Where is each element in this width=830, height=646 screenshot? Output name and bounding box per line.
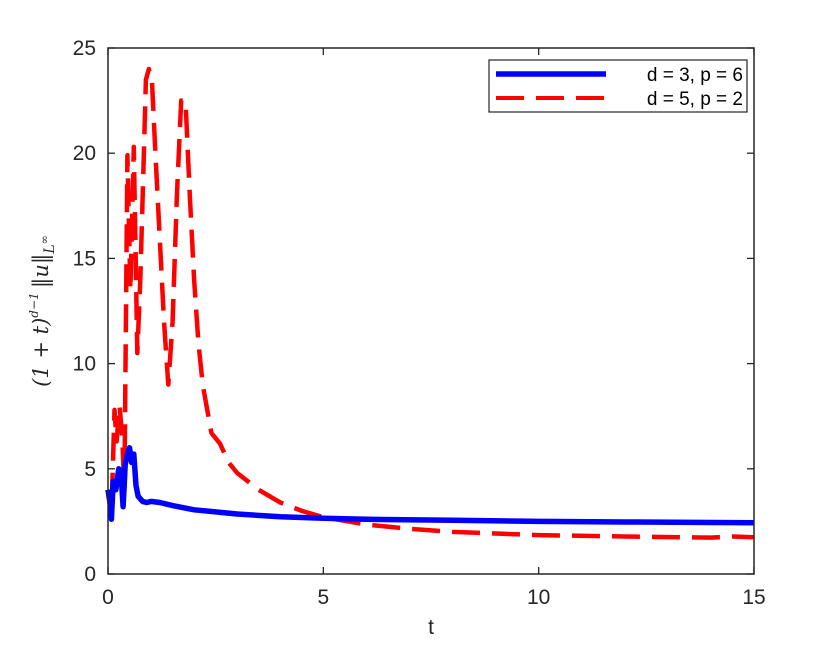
plot-area <box>108 48 754 574</box>
y-tick-label: 0 <box>84 563 96 586</box>
y-tick-label: 25 <box>73 37 96 60</box>
y-tick-label: 5 <box>84 458 96 481</box>
legend-label-1: d = 3, p = 6 <box>647 65 743 86</box>
legend-box <box>488 59 748 113</box>
x-tick-label: 0 <box>102 586 114 609</box>
legend-label-2: d = 5, p = 2 <box>647 89 743 110</box>
ticks-layer: 0 5 10 15 0 5 10 15 20 25 <box>73 37 766 609</box>
y-tick-label: 10 <box>73 353 96 376</box>
y-tick-label: 15 <box>73 247 96 270</box>
x-axis-label: t <box>428 616 434 639</box>
series-line-1 <box>105 445 755 526</box>
axes-box <box>107 47 755 575</box>
y-tick-label: 20 <box>73 142 96 165</box>
y-axis-label: (1 + t)d−1 ‖u‖L∞ <box>27 235 58 387</box>
x-tick-label: 5 <box>317 586 329 609</box>
series-line-2 <box>105 66 755 540</box>
x-tick-label: 10 <box>527 586 550 609</box>
x-tick-label: 15 <box>742 586 765 609</box>
y-axis-label-text: (1 + t)d−1 ‖u‖L∞ <box>27 235 58 387</box>
legend: d = 3, p = 6 d = 5, p = 2 <box>488 59 748 113</box>
series-layer <box>105 66 755 540</box>
